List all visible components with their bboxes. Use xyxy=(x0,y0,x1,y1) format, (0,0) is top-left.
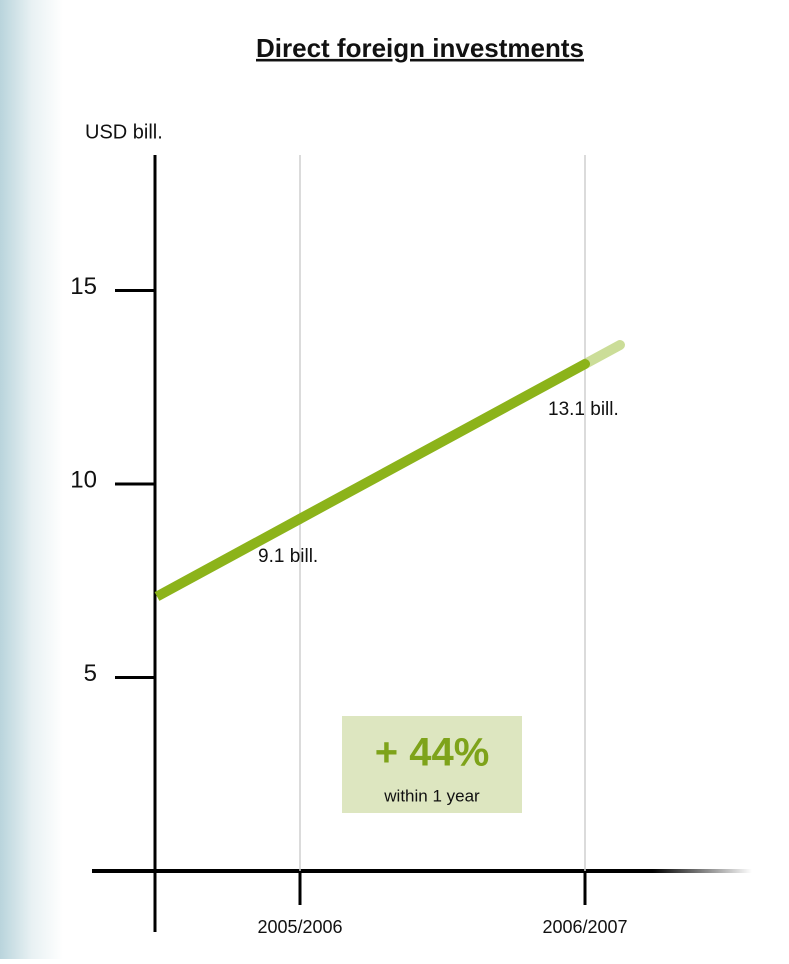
x-tick-label: 2006/2007 xyxy=(542,917,627,937)
data-line xyxy=(295,358,590,524)
line-extension xyxy=(580,339,625,369)
chart-title: Direct foreign investments xyxy=(256,33,584,63)
y-axis-label: USD bill. xyxy=(85,121,163,143)
x-axis xyxy=(92,869,752,873)
y-tick-label: 10 xyxy=(70,466,97,493)
y-tick-label: 15 xyxy=(70,273,97,300)
annotation-text: within 1 year xyxy=(383,786,480,805)
x-tick-label: 2005/2006 xyxy=(257,917,342,937)
value-label: 9.1 bill. xyxy=(258,546,318,567)
y-tick-label: 5 xyxy=(84,660,97,687)
value-label: 13.1 bill. xyxy=(548,399,619,420)
annotation-value: + 44% xyxy=(375,731,490,775)
line-extension xyxy=(154,514,303,601)
annotation-box xyxy=(342,716,522,813)
